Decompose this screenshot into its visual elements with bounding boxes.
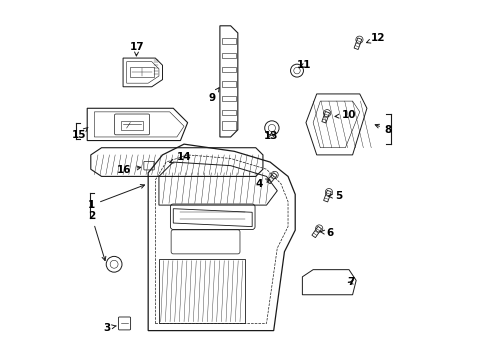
Bar	[221, 96, 236, 101]
Text: 11: 11	[297, 60, 312, 70]
Text: 16: 16	[117, 165, 141, 175]
Bar	[221, 39, 236, 44]
Text: 10: 10	[335, 111, 356, 121]
Text: 3: 3	[103, 323, 116, 333]
Text: 4: 4	[256, 179, 270, 189]
Text: 8: 8	[375, 124, 392, 135]
Text: 9: 9	[208, 87, 220, 103]
Text: 15: 15	[72, 127, 88, 140]
Bar	[221, 53, 236, 58]
Bar	[221, 67, 236, 72]
Bar	[221, 121, 236, 130]
Text: 6: 6	[320, 228, 333, 238]
Bar	[221, 110, 236, 116]
Text: 14: 14	[170, 152, 192, 163]
Text: 17: 17	[129, 42, 144, 56]
Text: 13: 13	[264, 131, 279, 141]
Text: 1: 1	[88, 185, 145, 210]
Text: 12: 12	[367, 33, 385, 43]
Bar	[122, 121, 143, 130]
Bar	[130, 67, 153, 77]
Text: 7: 7	[347, 277, 355, 287]
Text: 5: 5	[329, 191, 343, 201]
Text: 2: 2	[88, 211, 106, 261]
Bar	[221, 81, 236, 87]
